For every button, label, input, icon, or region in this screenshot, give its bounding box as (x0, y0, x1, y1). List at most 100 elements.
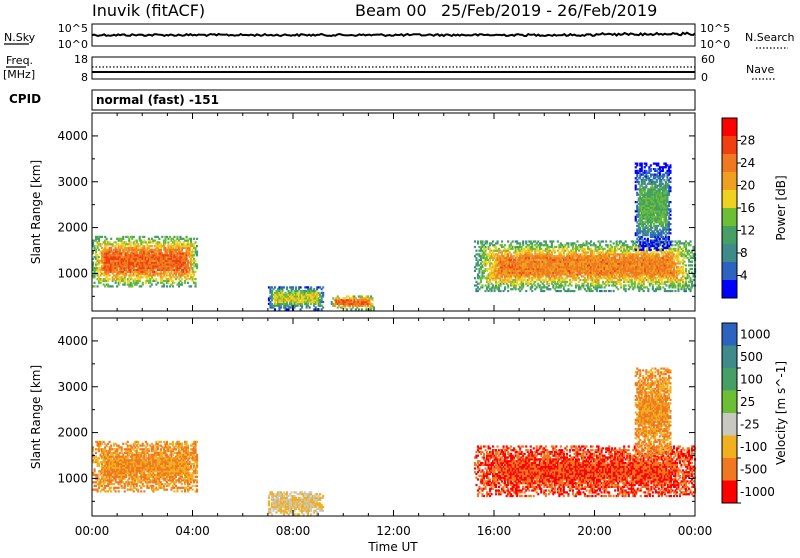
data-cell (315, 303, 317, 305)
data-cell (295, 286, 297, 288)
data-cell (685, 240, 687, 242)
data-cell (486, 242, 488, 244)
data-cell (507, 253, 509, 255)
data-cell (552, 240, 554, 242)
data-cell (658, 253, 660, 255)
data-cell (196, 263, 198, 265)
data-cell (601, 290, 603, 292)
data-cell (668, 286, 670, 288)
data-cell (587, 283, 589, 285)
data-cell (292, 286, 294, 288)
data-cell (347, 295, 349, 297)
data-cell (187, 282, 189, 284)
data-cell (125, 241, 127, 243)
data-cell (531, 290, 533, 292)
data-cell (677, 286, 679, 288)
data-cell (370, 295, 372, 297)
data-cell (566, 281, 568, 283)
data-cell (145, 282, 147, 284)
data-cell (638, 181, 640, 183)
data-cell (636, 163, 638, 165)
data-cell (677, 248, 679, 250)
data-cell (98, 238, 100, 240)
data-cell (604, 286, 606, 288)
data-cell (509, 251, 511, 253)
data-cell (169, 236, 171, 238)
data-cell (196, 251, 198, 253)
data-cell (685, 264, 687, 266)
data-cell (143, 236, 145, 238)
data-cell (481, 240, 483, 242)
data-cell (636, 192, 638, 194)
data-cell (139, 236, 141, 238)
data-cell (167, 282, 169, 284)
data-cell (492, 240, 494, 242)
data-cell (579, 279, 581, 281)
data-cell (537, 240, 539, 242)
data-cell (646, 248, 648, 250)
data-cell (516, 240, 518, 242)
data-cell (301, 303, 303, 305)
data-cell (579, 286, 581, 288)
data-cell (373, 306, 375, 308)
power-data-cells (92, 163, 696, 311)
data-cell (570, 284, 572, 286)
data-cell (100, 282, 102, 284)
data-cell (647, 175, 649, 177)
data-cell (475, 250, 477, 252)
data-cell (673, 259, 675, 261)
freq-strip-frame (92, 57, 695, 79)
data-cell (477, 240, 479, 242)
data-cell (193, 254, 195, 256)
data-cell (567, 242, 569, 244)
data-cell (101, 247, 103, 249)
data-cell (620, 286, 622, 288)
data-cell (367, 295, 369, 297)
data-cell (563, 286, 565, 288)
data-cell (474, 270, 476, 272)
data-cell (690, 244, 692, 246)
data-cell (300, 286, 302, 288)
data-cell (616, 240, 618, 242)
data-cell (170, 271, 172, 273)
data-cell (373, 308, 375, 310)
data-cell (536, 286, 538, 288)
data-cell (625, 284, 627, 286)
data-cell (549, 288, 551, 290)
nave-label: Nave (746, 63, 774, 76)
data-cell (131, 238, 133, 240)
data-cell (665, 284, 667, 286)
data-cell (115, 282, 117, 284)
data-cell (160, 249, 162, 251)
data-cell (278, 308, 280, 310)
data-cell (109, 241, 111, 243)
data-cell (365, 308, 367, 310)
date-range: 25/Feb/2019 - 26/Feb/2019 (441, 1, 657, 20)
data-cell (486, 270, 488, 272)
data-cell (625, 240, 627, 242)
data-cell (641, 166, 643, 168)
beam-label: Beam 00 (355, 1, 427, 20)
freq-bottom-tick: 8 (81, 71, 88, 84)
data-cell (158, 241, 160, 243)
data-cell (693, 248, 695, 250)
data-cell (507, 284, 509, 286)
data-cell (530, 240, 532, 242)
nsky-bottom-tick: 10^0 (58, 38, 88, 51)
data-cell (475, 257, 477, 259)
data-cell (674, 284, 676, 286)
data-cell (543, 284, 545, 286)
data-cell (610, 240, 612, 242)
data-cell (587, 246, 589, 248)
data-cell (110, 238, 112, 240)
data-cell (674, 286, 676, 288)
data-cell (601, 286, 603, 288)
data-cell (151, 284, 153, 286)
data-cell (151, 245, 153, 247)
data-cell (522, 286, 524, 288)
data-cell (693, 279, 695, 281)
data-cell (474, 277, 476, 279)
data-cell (558, 248, 560, 250)
data-cell (350, 308, 352, 310)
